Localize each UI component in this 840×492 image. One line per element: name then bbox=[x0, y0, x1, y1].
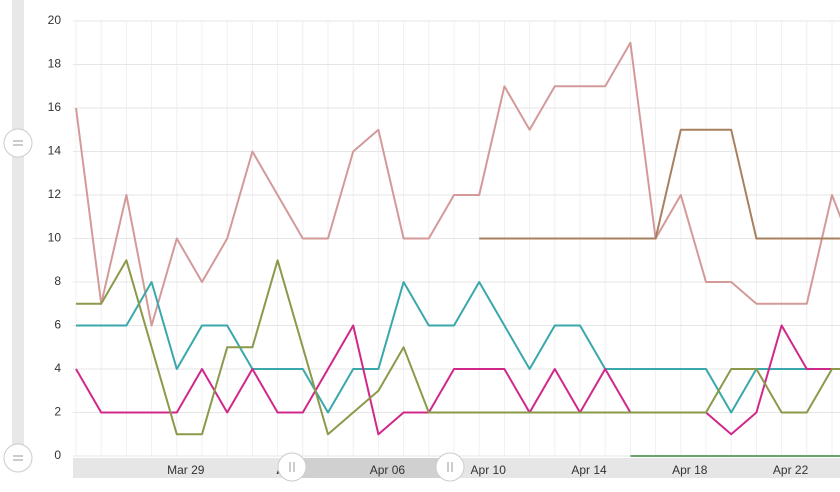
h-grip-right[interactable] bbox=[435, 452, 465, 482]
series-line bbox=[75, 41, 840, 327]
series-line bbox=[76, 281, 840, 414]
h-grip-left[interactable] bbox=[277, 452, 307, 482]
y-tick-label: 14 bbox=[48, 144, 62, 158]
y-tick-label: 20 bbox=[48, 13, 62, 27]
x-tick-label: Apr 10 bbox=[471, 463, 507, 477]
x-tick-label: Apr 18 bbox=[672, 463, 708, 477]
y-tick-label: 2 bbox=[54, 405, 61, 419]
y-tick-label: 8 bbox=[54, 274, 61, 288]
v-grip-top[interactable] bbox=[3, 128, 33, 158]
grips[interactable] bbox=[3, 128, 465, 482]
v-grip-bottom[interactable] bbox=[3, 443, 33, 473]
y-tick-label: 6 bbox=[54, 318, 61, 332]
y-tick-label: 0 bbox=[54, 448, 61, 462]
x-tick-label: Apr 06 bbox=[370, 463, 406, 477]
x-tick-label: Apr 14 bbox=[571, 463, 607, 477]
v-scrollbar[interactable] bbox=[12, 0, 24, 460]
x-tick-label: Mar 29 bbox=[167, 463, 205, 477]
y-tick-label: 4 bbox=[54, 361, 61, 375]
y-tick-label: 12 bbox=[48, 187, 62, 201]
series-line bbox=[76, 259, 840, 436]
series-line bbox=[75, 324, 840, 436]
h-scrollbar-thumb[interactable] bbox=[292, 458, 450, 478]
y-tick-label: 10 bbox=[48, 231, 62, 245]
series-line bbox=[479, 128, 840, 240]
y-tick-label: 18 bbox=[48, 57, 62, 71]
x-tick-label: Apr 22 bbox=[773, 463, 809, 477]
y-tick-label: 16 bbox=[48, 100, 62, 114]
